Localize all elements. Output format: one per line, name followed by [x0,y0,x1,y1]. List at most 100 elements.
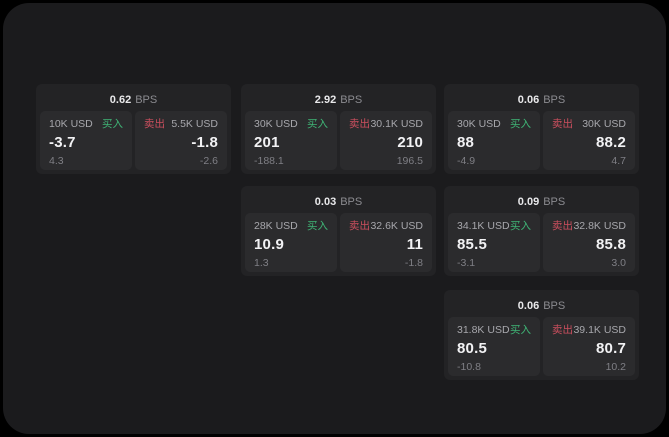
bps-header: 2.92 BPS [245,88,432,111]
sell-panel[interactable]: 卖出 5.5K USD -1.8 -2.6 [135,111,227,170]
buy-sub-value: -3.1 [457,257,476,269]
sell-panel-top: 卖出 5.5K USD [144,118,218,131]
sell-panel-top: 卖出 32.6K USD [349,220,423,233]
sell-sub-value: -2.6 [199,155,218,167]
sell-panel[interactable]: 卖出 32.8K USD 85.8 3.0 [543,213,635,272]
quote-body: 30K USD 买入 201 -188.1 卖出 30.1K USD 210 1… [245,111,432,170]
buy-sub-value: 4.3 [49,155,64,167]
buy-price: 201 [254,134,280,151]
sell-label: 卖出 [349,220,370,232]
buy-price: -3.7 [49,134,76,151]
bps-header: 0.09 BPS [448,190,635,213]
buy-label: 买入 [307,220,328,232]
buy-sub-value: -4.9 [457,155,476,167]
sell-price: 88.2 [596,134,626,151]
bps-value: 0.06 [517,93,540,106]
bps-unit: BPS [340,93,363,106]
buy-label: 买入 [307,118,328,130]
sell-panel[interactable]: 卖出 30K USD 88.2 4.7 [543,111,635,170]
sell-sub-value: 196.5 [396,155,423,167]
sell-label: 卖出 [552,324,573,336]
buy-panel[interactable]: 31.8K USD 买入 80.5 -10.8 [448,317,540,376]
sell-sub-value: -1.8 [404,257,423,269]
sell-size: 30.1K USD [370,118,423,130]
sell-price: -1.8 [191,134,218,151]
buy-price: 88 [457,134,475,151]
quote-card: 2.92 BPS 30K USD 买入 201 -188.1 卖出 30.1K … [241,84,436,174]
sell-panel[interactable]: 卖出 30.1K USD 210 196.5 [340,111,432,170]
bps-unit: BPS [340,195,363,208]
buy-sub-value: 1.3 [254,257,269,269]
bps-value: 0.09 [517,195,540,208]
sell-label: 卖出 [144,118,165,130]
bps-unit: BPS [543,93,566,106]
sell-sub-value: 10.2 [605,361,626,373]
quote-card: 0.06 BPS 30K USD 买入 88 -4.9 卖出 30K USD 8… [444,84,639,174]
sell-price: 11 [406,236,423,253]
sell-size: 5.5K USD [171,118,218,130]
buy-panel-top: 34.1K USD 买入 [457,220,531,233]
sell-size: 30K USD [582,118,626,130]
buy-panel-top: 10K USD 买入 [49,118,123,131]
quote-body: 30K USD 买入 88 -4.9 卖出 30K USD 88.2 4.7 [448,111,635,170]
buy-label: 买入 [102,118,123,130]
bps-value: 2.92 [314,93,337,106]
bps-value: 0.06 [517,299,540,312]
buy-panel[interactable]: 28K USD 买入 10.9 1.3 [245,213,337,272]
buy-price: 10.9 [254,236,284,253]
buy-label: 买入 [510,118,531,130]
bps-unit: BPS [135,93,158,106]
sell-label: 卖出 [552,118,573,130]
buy-size: 34.1K USD [457,220,510,232]
sell-size: 32.6K USD [370,220,423,232]
buy-panel-top: 30K USD 买入 [457,118,531,131]
buy-price: 80.5 [457,340,487,357]
quote-body: 31.8K USD 买入 80.5 -10.8 卖出 39.1K USD 80.… [448,317,635,376]
sell-panel-top: 卖出 30K USD [552,118,626,131]
buy-label: 买入 [510,220,531,232]
sell-panel[interactable]: 卖出 39.1K USD 80.7 10.2 [543,317,635,376]
buy-size: 30K USD [457,118,501,130]
buy-label: 买入 [510,324,531,336]
buy-panel-top: 28K USD 买入 [254,220,328,233]
quote-body: 34.1K USD 买入 85.5 -3.1 卖出 32.8K USD 85.8… [448,213,635,272]
buy-panel[interactable]: 30K USD 买入 88 -4.9 [448,111,540,170]
quote-body: 28K USD 买入 10.9 1.3 卖出 32.6K USD 11 -1.8 [245,213,432,272]
buy-sub-value: -10.8 [457,361,481,373]
sell-label: 卖出 [552,220,573,232]
buy-size: 30K USD [254,118,298,130]
sell-panel-top: 卖出 39.1K USD [552,324,626,337]
bps-unit: BPS [543,195,566,208]
buy-panel[interactable]: 10K USD 买入 -3.7 4.3 [40,111,132,170]
sell-price: 80.7 [596,340,626,357]
bps-unit: BPS [543,299,566,312]
buy-size: 31.8K USD [457,324,510,336]
quote-card: 0.03 BPS 28K USD 买入 10.9 1.3 卖出 32.6K US… [241,186,436,276]
bps-header: 0.62 BPS [40,88,227,111]
quotes-board: 0.62 BPS 10K USD 买入 -3.7 4.3 卖出 5.5K USD… [3,3,666,434]
sell-panel-top: 卖出 30.1K USD [349,118,423,131]
buy-panel[interactable]: 30K USD 买入 201 -188.1 [245,111,337,170]
sell-sub-value: 3.0 [611,257,626,269]
sell-label: 卖出 [349,118,370,130]
sell-price: 210 [397,134,423,151]
bps-header: 0.03 BPS [245,190,432,213]
buy-sub-value: -188.1 [254,155,284,167]
quote-card: 0.09 BPS 34.1K USD 买入 85.5 -3.1 卖出 32.8K… [444,186,639,276]
bps-value: 0.03 [314,195,337,208]
sell-size: 39.1K USD [573,324,626,336]
bps-header: 0.06 BPS [448,88,635,111]
sell-panel[interactable]: 卖出 32.6K USD 11 -1.8 [340,213,432,272]
bps-header: 0.06 BPS [448,294,635,317]
quote-card: 0.62 BPS 10K USD 买入 -3.7 4.3 卖出 5.5K USD… [36,84,231,174]
buy-size: 28K USD [254,220,298,232]
buy-price: 85.5 [457,236,487,253]
buy-panel-top: 30K USD 买入 [254,118,328,131]
sell-price: 85.8 [596,236,626,253]
sell-sub-value: 4.7 [611,155,626,167]
buy-panel-top: 31.8K USD 买入 [457,324,531,337]
sell-panel-top: 卖出 32.8K USD [552,220,626,233]
buy-size: 10K USD [49,118,93,130]
buy-panel[interactable]: 34.1K USD 买入 85.5 -3.1 [448,213,540,272]
sell-size: 32.8K USD [573,220,626,232]
